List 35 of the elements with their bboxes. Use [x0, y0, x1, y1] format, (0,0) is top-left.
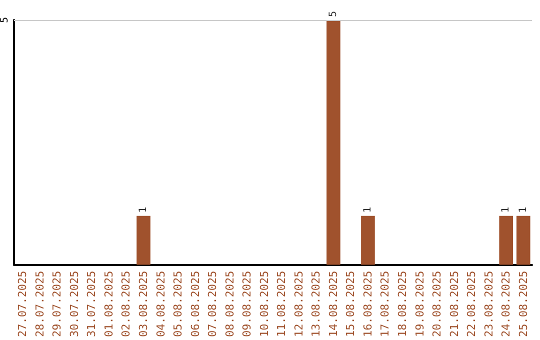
x-tick-label: 13.08.2025 [310, 270, 323, 338]
x-tick-label: 18.08.2025 [396, 270, 409, 338]
data-label: 5 [328, 10, 339, 17]
x-tick-label: 01.08.2025 [102, 270, 116, 338]
x-tick-label: 20.08.2025 [430, 270, 444, 338]
x-tick-label: 27.07.2025 [16, 270, 30, 338]
x-tick-label: 11.08.2025 [275, 270, 288, 338]
x-tick-label: 30.07.2025 [68, 270, 81, 338]
data-label: 1 [500, 206, 512, 213]
x-tick-label: 10.08.2025 [258, 270, 271, 338]
data-label: 1 [518, 206, 529, 213]
x-tick-label: 23.08.2025 [482, 270, 496, 338]
x-tick-label: 02.08.2025 [120, 270, 133, 338]
x-tick-label: 07.08.2025 [206, 270, 220, 338]
x-tick-label: 04.08.2025 [154, 270, 168, 338]
x-tick-label: 16.08.2025 [361, 270, 374, 338]
data-label: 1 [138, 206, 149, 213]
x-tick-label: 31.07.2025 [85, 270, 98, 338]
x-tick-label: 25.08.2025 [516, 270, 530, 338]
x-tick-label: 17.08.2025 [378, 270, 392, 338]
x-tick-label: 22.08.2025 [465, 270, 478, 338]
x-tick-label: 06.08.2025 [188, 270, 202, 338]
x-tick-label: 24.08.2025 [500, 270, 513, 338]
x-tick-label: 08.08.2025 [223, 270, 236, 338]
x-tick-label: 03.08.2025 [137, 270, 150, 338]
x-tick-label: 15.08.2025 [344, 270, 358, 338]
x-tick-label: 19.08.2025 [413, 270, 426, 338]
data-label: 1 [362, 206, 374, 213]
x-tick-label: 29.07.2025 [50, 270, 64, 338]
x-tick-label: 21.08.2025 [448, 270, 461, 338]
x-tick-label: 05.08.2025 [172, 270, 185, 338]
x-tick-label: 14.08.2025 [326, 270, 340, 338]
x-tick-label: 09.08.2025 [240, 270, 254, 338]
x-tick-label: 28.07.2025 [33, 270, 46, 338]
x-tick-label: 12.08.2025 [292, 270, 306, 338]
